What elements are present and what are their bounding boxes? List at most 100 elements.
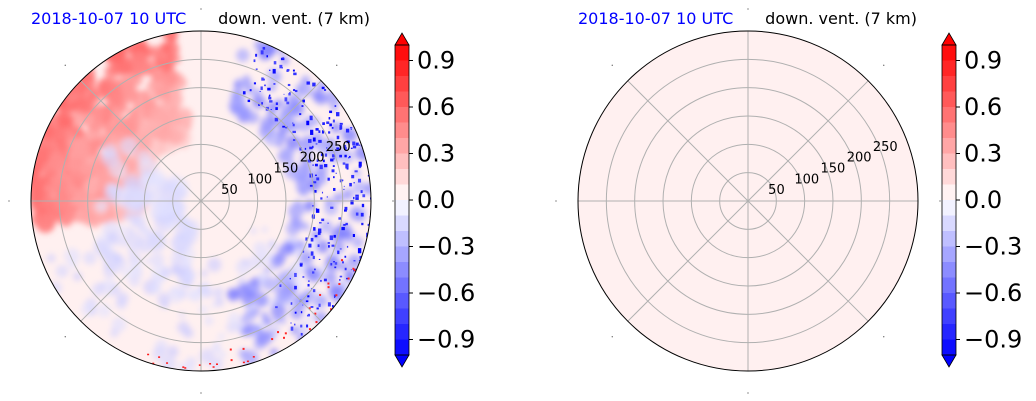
left-angle-tick-mark: [392, 200, 394, 202]
left-strong-negative-speck: [355, 212, 359, 216]
left-positive-patch: [148, 45, 160, 57]
left-negative-patch: [306, 268, 320, 282]
left-negative-patch: [320, 220, 333, 233]
right-colorbar-tick-label: −0.3: [964, 233, 1022, 261]
left-strong-negative-speck: [299, 113, 302, 116]
right-colorbar-tick-label: 0.0: [964, 186, 1002, 214]
left-grid: [8, 8, 394, 394]
left-strong-negative-speck: [343, 185, 345, 187]
left-positive-patch: [128, 107, 140, 118]
left-strong-negative-speck: [315, 128, 319, 131]
left-negative-patch: [263, 317, 272, 327]
left-strong-negative-speck: [294, 89, 298, 93]
left-strong-negative-speck: [312, 82, 316, 87]
left-strong-negative-speck: [242, 91, 246, 95]
right-angle-tick-mark: [747, 392, 749, 394]
left-strong-positive-speck: [182, 366, 185, 368]
left-angle-tick-mark: [200, 8, 202, 10]
left-strong-negative-speck: [261, 102, 263, 105]
left-strong-negative-speck: [310, 251, 314, 256]
left-negative-patch: [262, 276, 277, 292]
left-strong-negative-speck: [292, 139, 296, 141]
right-colorbar-level: [942, 246, 956, 263]
left-strong-negative-speck: [345, 163, 349, 169]
left-strong-negative-speck: [290, 322, 292, 324]
left-positive-patch: [55, 138, 67, 150]
left-weak-negative-patch: [130, 187, 150, 207]
left-strong-negative-speck: [355, 195, 359, 198]
left-positive-patch: [53, 194, 71, 211]
left-weak-negative-patch: [261, 226, 268, 233]
left-positive-patch: [105, 88, 124, 107]
left-weak-negative-patch: [111, 317, 127, 332]
left-colorbar-level: [395, 231, 409, 247]
left-strong-negative-speck: [360, 212, 364, 217]
left-strong-negative-speck: [255, 68, 258, 70]
left-angular-gridline: [200, 200, 322, 322]
left-strong-negative-speck: [339, 154, 343, 158]
left-negative-patch: [242, 294, 254, 307]
left-strong-negative-speck: [322, 122, 325, 125]
left-strong-negative-speck: [361, 222, 364, 226]
left-strong-negative-speck: [288, 93, 291, 96]
left-strong-negative-speck: [269, 100, 273, 103]
left-negative-patch: [351, 206, 360, 215]
left-positive-patch: [96, 131, 105, 141]
left-strong-negative-speck: [285, 126, 288, 129]
left-strong-negative-speck: [312, 137, 316, 142]
left-strong-negative-speck: [318, 139, 322, 143]
right-colorbar-tick-label: 0.3: [964, 140, 1002, 168]
right-colorbar-level: [942, 138, 956, 154]
right-title-variable: down. vent. (7 km): [765, 9, 917, 28]
left-strong-negative-speck: [312, 205, 315, 207]
left-colorbar-level: [395, 293, 409, 309]
left-strong-negative-speck: [362, 194, 366, 198]
left-strong-negative-speck: [321, 130, 325, 134]
left-positive-patch: [158, 50, 169, 61]
left-strong-negative-speck: [318, 258, 321, 260]
left-weak-negative-patch: [83, 251, 97, 265]
left-strong-negative-speck: [334, 266, 337, 269]
left-strong-negative-speck: [353, 196, 355, 200]
left-weak-negative-patch: [214, 297, 225, 307]
left-negative-patch: [290, 306, 304, 320]
left-strong-negative-speck: [308, 256, 310, 258]
left-weak-negative-patch: [109, 328, 119, 338]
left-negative-patch: [260, 311, 269, 319]
left-strong-negative-speck: [333, 234, 336, 238]
right-radial-label: 100: [794, 172, 819, 187]
left-negative-patch: [308, 179, 321, 192]
left-negative-patch: [278, 245, 287, 255]
left-strong-negative-speck: [335, 112, 340, 117]
left-strong-negative-speck: [287, 83, 291, 87]
left-weak-negative-patch: [128, 213, 141, 225]
left-negative-patch: [293, 219, 305, 230]
left-colorbar-level: [395, 324, 409, 340]
left-weak-negative-patch: [152, 346, 167, 361]
left-strong-negative-speck: [307, 295, 310, 298]
left-negative-patch: [253, 292, 269, 308]
left-colorbar-level: [395, 262, 409, 278]
left-strong-negative-speck: [354, 170, 358, 173]
left-strong-negative-speck: [319, 221, 322, 224]
left-strong-negative-speck: [299, 262, 303, 266]
right-colorbar: −0.9 −0.6 −0.3 0.0 0.3 0.6 0.9: [941, 32, 1022, 368]
left-positive-patch: [68, 161, 80, 173]
left-strong-negative-speck: [312, 271, 315, 274]
right-angle-tick-mark: [611, 64, 613, 66]
left-strong-positive-speck: [147, 353, 150, 356]
left-strong-negative-speck: [300, 311, 303, 314]
left-strong-negative-speck: [268, 95, 270, 98]
left-strong-negative-speck: [339, 279, 341, 281]
left-positive-patch: [166, 111, 183, 127]
left-strong-positive-speck: [338, 283, 341, 286]
right-colorbar-tick-label: 0.6: [964, 93, 1002, 121]
left-colorbar-tick-label: 0.9: [417, 47, 455, 75]
left-colorbar-tick-label: −0.6: [417, 279, 475, 307]
left-strong-negative-speck: [316, 159, 319, 162]
left-strong-negative-speck: [329, 123, 332, 127]
left-positive-patch: [79, 85, 98, 103]
left-angular-gridline: [80, 80, 202, 202]
